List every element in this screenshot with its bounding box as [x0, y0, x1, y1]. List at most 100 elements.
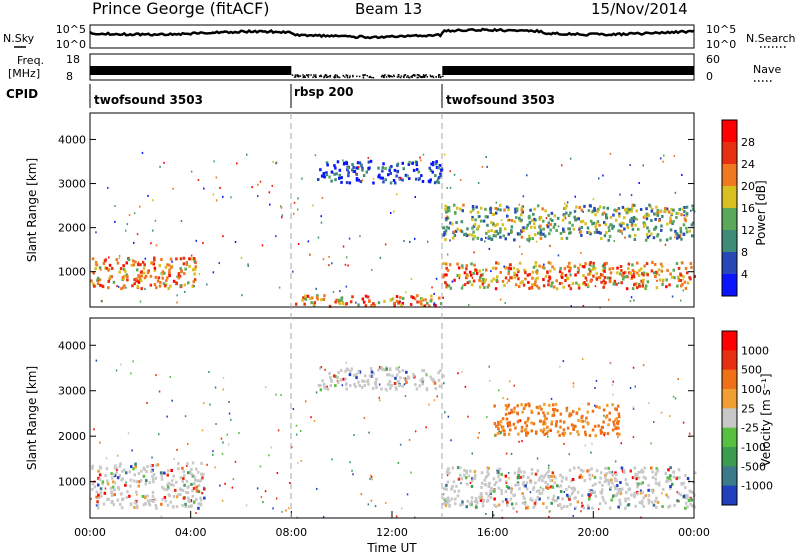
velocity-cell	[352, 473, 354, 476]
power-cell	[392, 179, 396, 182]
power-cell	[281, 214, 284, 217]
velocity-cell	[598, 508, 600, 511]
velocity-cell	[198, 479, 201, 483]
power-cell	[444, 207, 447, 211]
velocity-cell	[537, 478, 541, 482]
velocity-cell	[166, 485, 170, 489]
power-cell	[480, 237, 483, 241]
power-cell	[571, 223, 574, 227]
cpid-label: CPID	[6, 87, 38, 101]
velocity-cell	[545, 425, 548, 428]
velocity-cell	[581, 501, 583, 504]
velocity-cell	[375, 386, 378, 389]
power-cell	[514, 210, 517, 214]
velocity-cell	[230, 418, 232, 421]
velocity-cell	[550, 475, 553, 478]
power-cell	[395, 299, 399, 303]
power-cell	[613, 279, 617, 283]
velocity-cell	[221, 452, 224, 455]
velocity-cell	[624, 497, 627, 501]
velocity-cell	[540, 407, 543, 411]
velocity-cell	[542, 411, 545, 415]
velocity-cell	[638, 501, 642, 505]
power-cell	[421, 180, 425, 183]
power-cell	[620, 229, 623, 233]
power-cell	[594, 213, 597, 217]
power-cell	[187, 281, 190, 285]
freq-point	[399, 76, 402, 79]
power-cell	[469, 210, 473, 214]
velocity-cell	[126, 490, 129, 494]
power-cell	[193, 257, 196, 260]
velocity-cell	[546, 486, 550, 490]
velocity-cell	[647, 494, 651, 498]
velocity-cell	[603, 414, 605, 417]
y-tick-label: 3000	[58, 385, 86, 398]
velocity-cell	[643, 466, 646, 470]
velocity-cell	[121, 469, 124, 473]
velocity-cell	[388, 380, 392, 383]
velocity-cell	[684, 486, 687, 489]
power-cell	[510, 229, 513, 233]
velocity-cell	[140, 469, 143, 473]
freq-point	[338, 76, 341, 79]
velocity-colorbar-label: Velocity [m s⁻¹]	[759, 373, 773, 466]
power-cell	[576, 270, 580, 274]
velocity-cell	[661, 505, 664, 509]
power-cell	[365, 170, 368, 174]
power-cell	[674, 229, 677, 233]
power-cell	[429, 178, 432, 182]
velocity-cell	[558, 485, 560, 488]
power-cell	[326, 163, 329, 167]
power-cell	[569, 231, 572, 235]
power-cell	[154, 219, 157, 222]
velocity-cell	[98, 473, 102, 477]
power-cell	[586, 283, 589, 287]
power-cell	[548, 275, 551, 279]
power-cell	[679, 227, 683, 231]
power-cell	[431, 170, 434, 174]
velocity-cell	[673, 504, 676, 507]
power-cell	[602, 279, 606, 283]
velocity-cell	[394, 376, 397, 380]
velocity-cell	[277, 429, 280, 432]
velocity-cell	[598, 406, 601, 409]
velocity-cell	[405, 380, 408, 384]
velocity-cell	[653, 421, 655, 423]
velocity-cell	[532, 485, 536, 489]
power-cell	[643, 264, 646, 268]
velocity-cell	[135, 480, 139, 484]
velocity-cell	[616, 491, 619, 495]
power-cell	[130, 263, 134, 267]
power-cell	[371, 268, 373, 271]
power-cell	[191, 285, 195, 289]
power-cell	[322, 175, 326, 179]
power-cell	[631, 206, 634, 210]
power-cell	[640, 279, 643, 283]
freq-point	[325, 76, 328, 79]
velocity-cell	[360, 385, 364, 389]
velocity-cell	[454, 502, 457, 506]
power-cell	[670, 275, 674, 279]
velocity-cell	[542, 420, 546, 424]
velocity-cell	[181, 466, 184, 470]
velocity-cell	[602, 498, 605, 502]
velocity-cell	[465, 482, 469, 486]
velocity-cell	[605, 472, 608, 476]
velocity-cell	[444, 501, 448, 505]
velocity-cell	[322, 516, 325, 519]
power-cell	[601, 273, 604, 277]
power-cell	[334, 166, 337, 170]
power-cell	[575, 205, 578, 209]
power-cell	[98, 278, 102, 282]
velocity-cell	[421, 369, 424, 373]
colorbar-tick: -1000	[741, 480, 773, 493]
velocity-cell	[110, 500, 113, 504]
freq-point	[404, 74, 407, 76]
velocity-cell	[587, 468, 591, 472]
power-cell	[638, 282, 641, 286]
power-cell	[535, 240, 538, 243]
velocity-cell	[561, 432, 564, 436]
velocity-cell	[498, 430, 500, 433]
